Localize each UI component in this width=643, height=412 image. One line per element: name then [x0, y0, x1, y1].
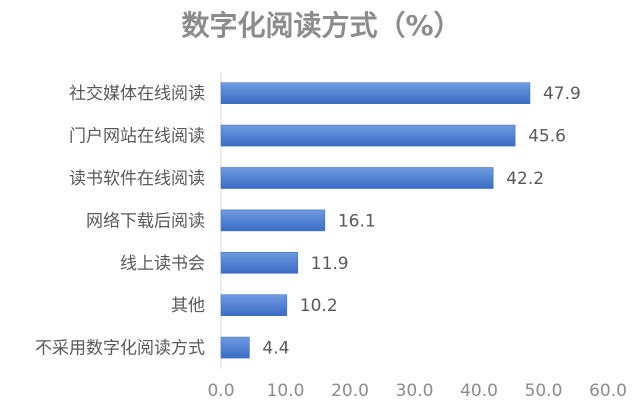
x-tick-label: 60.0 — [589, 381, 627, 401]
bar — [220, 124, 516, 147]
x-tick-label: 10.0 — [267, 381, 305, 401]
chart-title: 数字化阅读方式（%） — [181, 9, 462, 42]
data-label: 45.6 — [528, 127, 566, 147]
data-label: 42.2 — [506, 169, 544, 189]
data-label: 4.4 — [262, 339, 289, 359]
data-label: 16.1 — [338, 211, 376, 231]
category-label: 社交媒体在线阅读 — [69, 84, 205, 104]
bar — [220, 336, 250, 359]
bar — [220, 209, 326, 232]
bar — [220, 252, 299, 274]
data-label: 11.9 — [311, 254, 349, 274]
x-tick-label: 40.0 — [460, 381, 498, 401]
category-label: 网络下载后阅读 — [86, 211, 205, 231]
bar — [220, 167, 494, 189]
data-label: 10.2 — [300, 296, 338, 316]
bar — [220, 82, 531, 104]
category-label: 线上读书会 — [120, 254, 205, 274]
category-label: 其他 — [171, 296, 205, 316]
x-tick-label: 50.0 — [525, 381, 563, 401]
category-label: 读书软件在线阅读 — [69, 169, 205, 189]
x-tick-label: 0.0 — [207, 381, 234, 401]
category-label: 不采用数字化阅读方式 — [35, 339, 205, 359]
bar — [220, 294, 288, 317]
category-label: 门户网站在线阅读 — [69, 127, 205, 147]
x-tick-label: 30.0 — [396, 381, 434, 401]
data-label: 47.9 — [543, 84, 581, 104]
x-tick-label: 20.0 — [331, 381, 369, 401]
